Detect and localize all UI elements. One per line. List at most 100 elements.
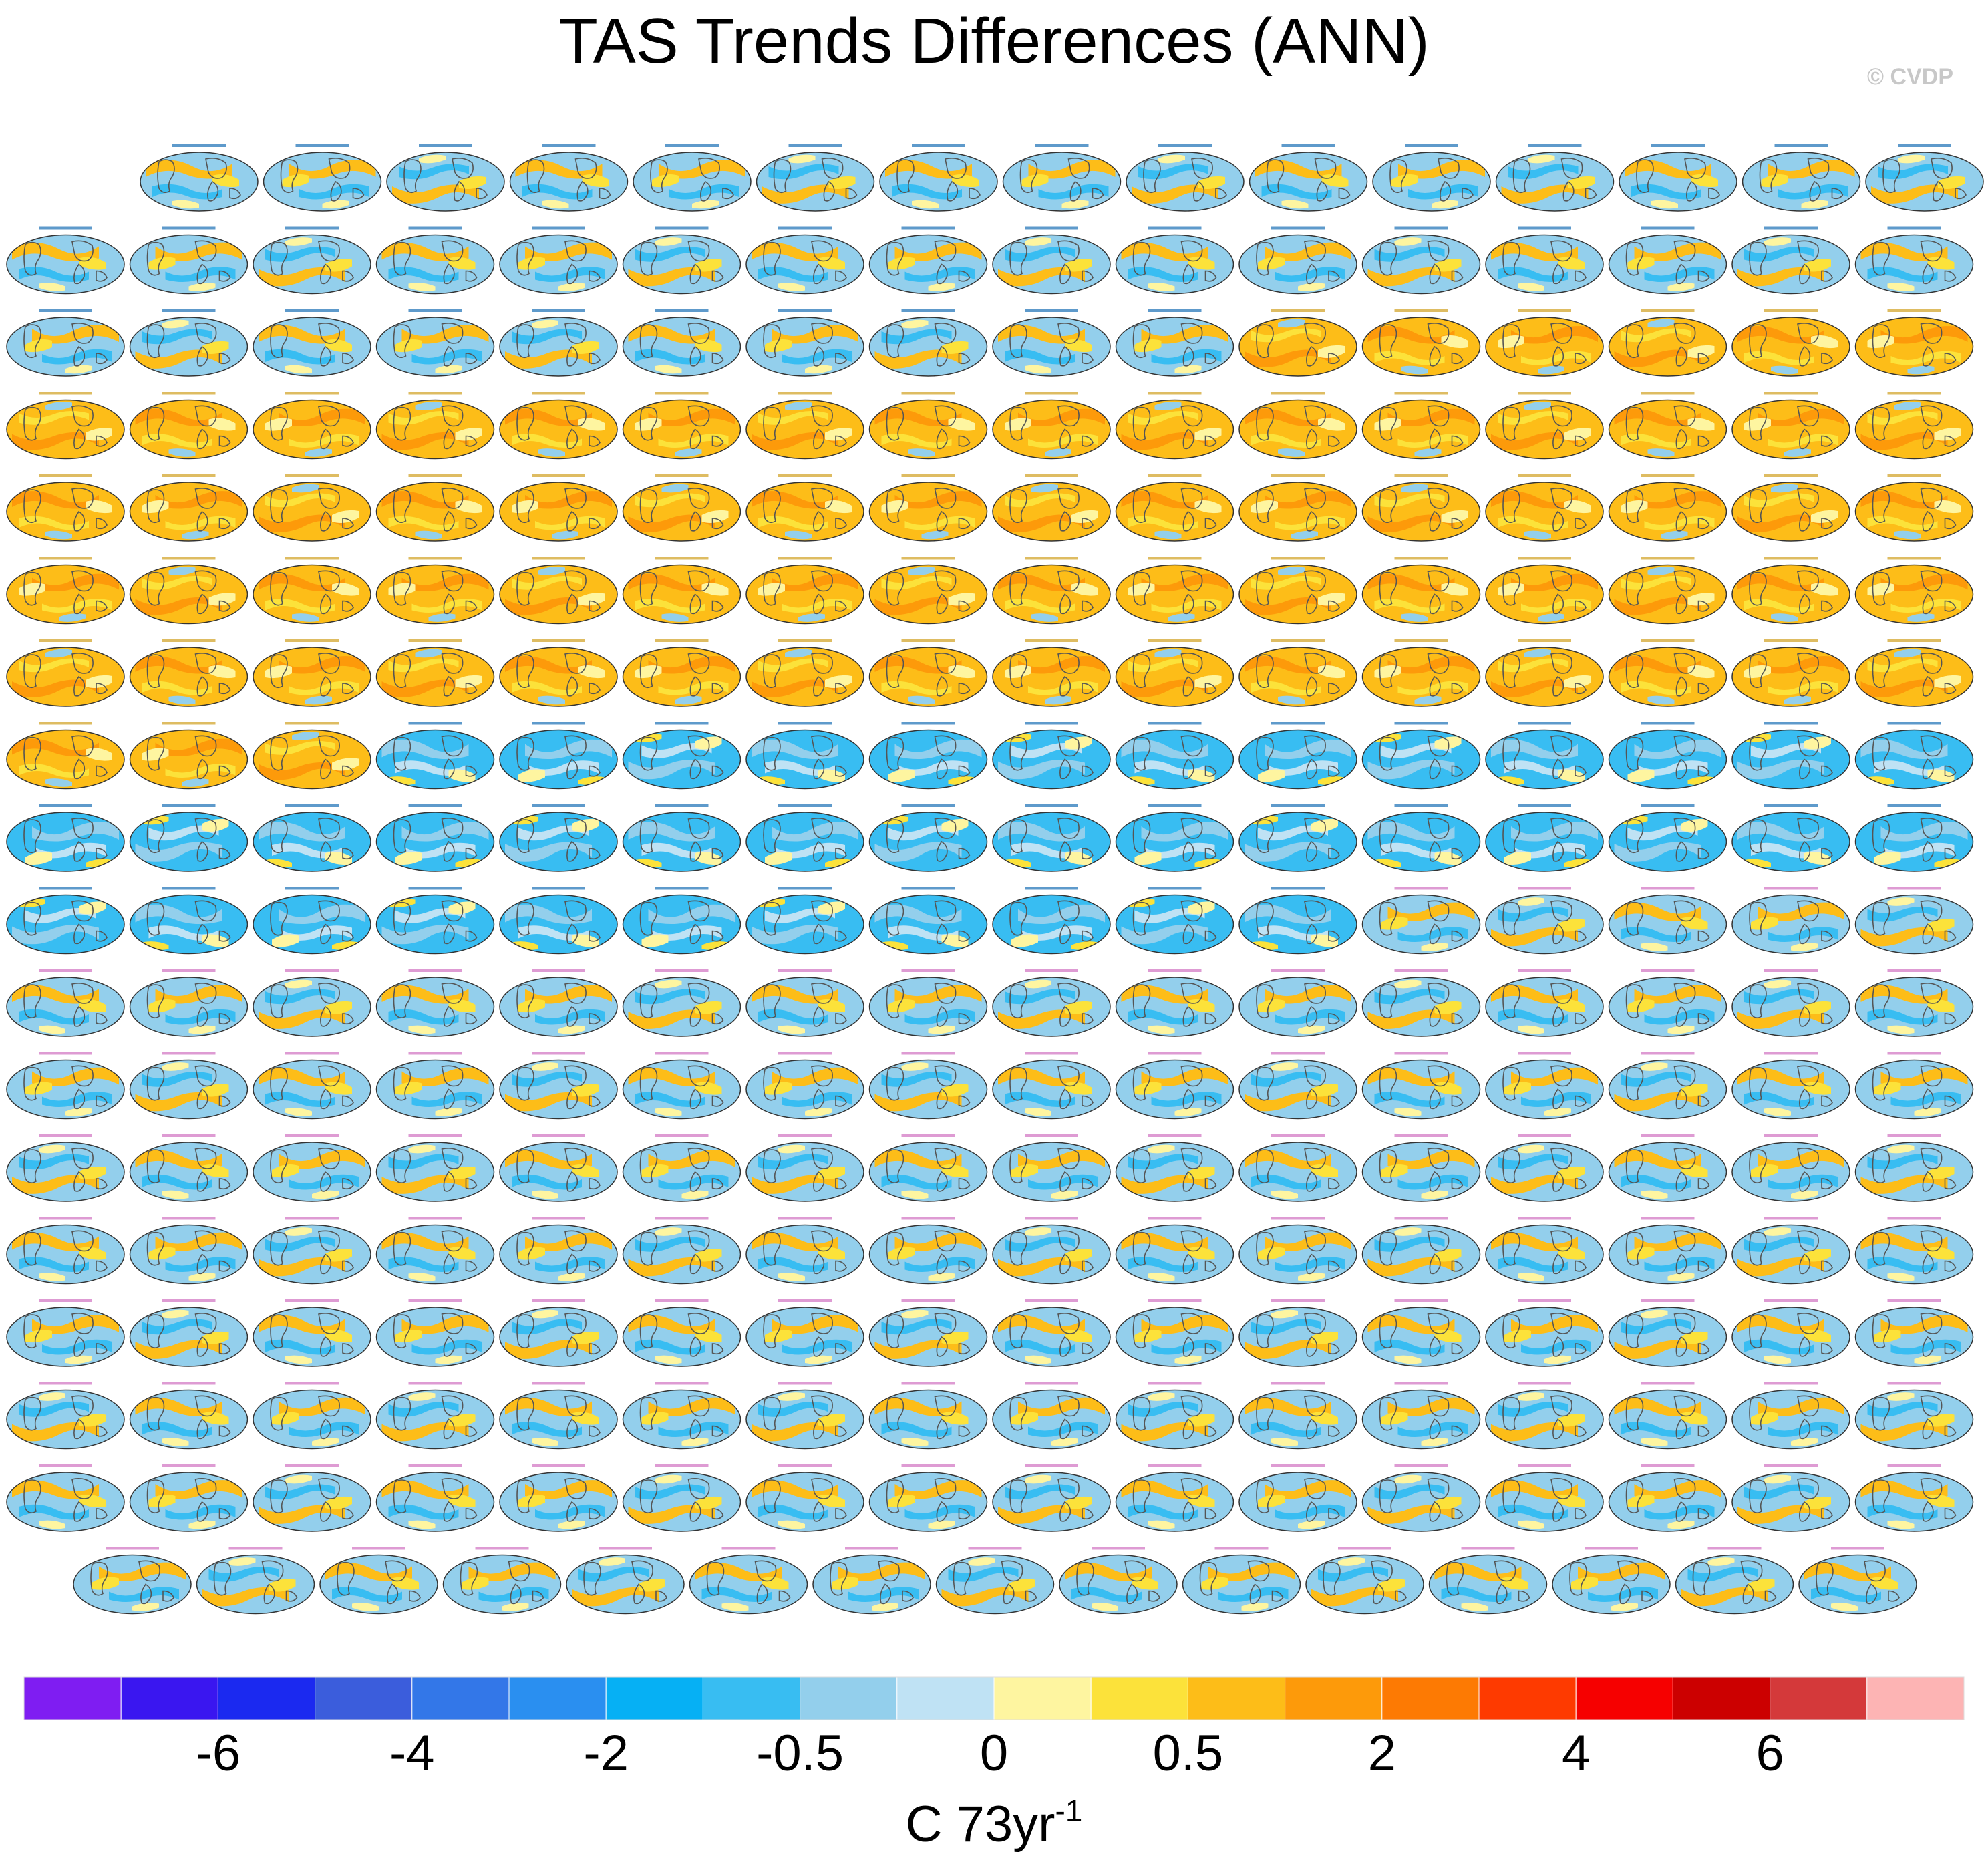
panel-label [228, 1547, 283, 1550]
panel-label [1887, 969, 1941, 972]
map-panel [566, 1547, 685, 1615]
panel-label [1641, 309, 1695, 312]
panel-label [1764, 722, 1818, 725]
panel-label [655, 887, 709, 890]
panel-label [1148, 392, 1202, 395]
panel-label [1271, 309, 1325, 312]
panel-label [285, 226, 339, 230]
panel-label [1518, 969, 1571, 972]
panel-label [408, 474, 462, 477]
map-panel [1854, 1382, 1974, 1450]
panel-label [532, 1382, 585, 1385]
map-panel [746, 226, 864, 295]
panel-label [39, 226, 92, 230]
colorbar-tick-label: -6 [196, 1725, 241, 1782]
panel-label [1887, 392, 1941, 395]
panel-label [1641, 969, 1695, 972]
panel-label [778, 887, 832, 890]
map-panel [375, 969, 495, 1037]
panel-label [1271, 392, 1325, 395]
panel-label [532, 1217, 585, 1220]
panel-label [532, 804, 585, 807]
map-panel [1854, 804, 1974, 872]
panel-label [1887, 1382, 1941, 1385]
map-panel [622, 309, 741, 377]
panel-label [1271, 639, 1325, 642]
map-panel [1115, 1052, 1234, 1120]
panel-label [655, 722, 709, 725]
panel-label [655, 474, 709, 477]
map-panel [1361, 1052, 1481, 1120]
panel-label [1025, 969, 1078, 972]
panel-label [532, 639, 585, 642]
panel-label [778, 392, 832, 395]
panel-label [39, 392, 92, 395]
panel-label [419, 144, 472, 147]
panel-label [1641, 1464, 1695, 1467]
panel-label [1394, 1217, 1448, 1220]
panel-label [1518, 1299, 1571, 1302]
panel-label [778, 1052, 832, 1055]
colorbar-box [1866, 1676, 1965, 1720]
panel-label [1025, 1052, 1078, 1055]
map-panel [1731, 474, 1850, 542]
map-panel [868, 1217, 988, 1285]
map-panel [1731, 1382, 1850, 1450]
map-panel [499, 1052, 618, 1120]
map-panel [622, 1299, 741, 1367]
panel-label [901, 1052, 955, 1055]
panel-label [1271, 226, 1325, 230]
map-panel [129, 722, 248, 790]
panel-label [285, 1134, 339, 1137]
map-panel [499, 226, 618, 295]
panel-label [901, 639, 955, 642]
map-panel [992, 1382, 1111, 1450]
panel-label [1641, 1382, 1695, 1385]
panel-label [1394, 226, 1448, 230]
map-panel [1361, 1299, 1481, 1367]
map-panel [1552, 1547, 1671, 1615]
panel-label [788, 144, 842, 147]
panel-label [901, 804, 955, 807]
map-panel [1115, 1382, 1234, 1450]
panel-label [1887, 474, 1941, 477]
panel-label [408, 557, 462, 560]
panel-label [39, 309, 92, 312]
panel-label [1518, 226, 1571, 230]
panel-label [1518, 557, 1571, 560]
map-panel [6, 1217, 125, 1285]
map-panel [6, 1134, 125, 1202]
map-panel [1731, 1217, 1850, 1285]
panel-label [162, 722, 216, 725]
panel-label [285, 309, 339, 312]
panel-label [1148, 1382, 1202, 1385]
colorbar-box [1285, 1676, 1383, 1720]
map-panel [1854, 474, 1974, 542]
panel-label [285, 1299, 339, 1302]
panel-label [1887, 1217, 1941, 1220]
map-panel [1115, 804, 1234, 872]
panel-label [408, 1382, 462, 1385]
panel-label [1148, 226, 1202, 230]
map-panel [1238, 1134, 1357, 1202]
map-panel [1361, 1134, 1481, 1202]
panel-label [1764, 804, 1818, 807]
panel-label [1271, 969, 1325, 972]
map-panel [1675, 1547, 1794, 1615]
map-panel [1731, 639, 1850, 707]
map-panel [1608, 722, 1727, 790]
colorbar-tick-label: 0.5 [1153, 1725, 1224, 1782]
map-panel [1731, 804, 1850, 872]
map-panel [992, 639, 1111, 707]
map-panel [756, 144, 875, 212]
panel-label [778, 309, 832, 312]
map-panel [1731, 309, 1850, 377]
map-panel [935, 1547, 1055, 1615]
map-panel [1115, 226, 1234, 295]
panel-label [1518, 1464, 1571, 1467]
panel-label [408, 1464, 462, 1467]
map-panel [1115, 887, 1234, 955]
panel-label [1148, 639, 1202, 642]
panel-label [408, 1217, 462, 1220]
